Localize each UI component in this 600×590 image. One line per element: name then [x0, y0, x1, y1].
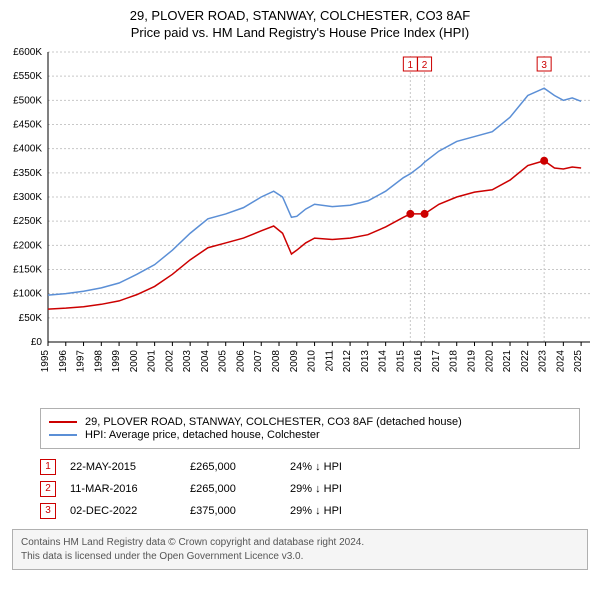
legend: 29, PLOVER ROAD, STANWAY, COLCHESTER, CO…: [40, 408, 580, 449]
svg-text:2024: 2024: [555, 350, 566, 373]
svg-text:2017: 2017: [431, 350, 442, 373]
svg-text:2002: 2002: [164, 350, 175, 373]
svg-text:2000: 2000: [129, 350, 140, 373]
svg-text:2008: 2008: [271, 350, 282, 373]
event-row: 2 11-MAR-2016£265,00029% ↓ HPI: [40, 481, 580, 497]
svg-text:£550K: £550K: [13, 71, 42, 82]
legend-label: HPI: Average price, detached house, Colc…: [85, 429, 320, 441]
event-date: 11-MAR-2016: [70, 483, 190, 495]
svg-text:2022: 2022: [520, 350, 531, 373]
svg-text:2009: 2009: [289, 350, 300, 373]
svg-text:1998: 1998: [93, 350, 104, 373]
svg-text:2014: 2014: [378, 350, 389, 373]
svg-text:1997: 1997: [76, 350, 87, 373]
svg-text:2015: 2015: [395, 350, 406, 373]
title-address: 29, PLOVER ROAD, STANWAY, COLCHESTER, CO…: [0, 8, 600, 23]
legend-swatch: [49, 421, 77, 423]
svg-text:£400K: £400K: [13, 144, 42, 155]
svg-text:2023: 2023: [538, 350, 549, 373]
event-price: £265,000: [190, 483, 290, 495]
svg-text:£450K: £450K: [13, 120, 42, 131]
event-row: 1 22-MAY-2015£265,00024% ↓ HPI: [40, 459, 580, 475]
svg-text:£500K: £500K: [13, 95, 42, 106]
title-subtitle: Price paid vs. HM Land Registry's House …: [0, 25, 600, 40]
title-block: 29, PLOVER ROAD, STANWAY, COLCHESTER, CO…: [0, 0, 600, 42]
svg-text:£200K: £200K: [13, 240, 42, 251]
svg-text:2003: 2003: [182, 350, 193, 373]
svg-text:2020: 2020: [484, 350, 495, 373]
svg-text:£0: £0: [31, 337, 43, 348]
svg-text:1996: 1996: [58, 350, 69, 373]
svg-text:2: 2: [422, 60, 428, 71]
container: 29, PLOVER ROAD, STANWAY, COLCHESTER, CO…: [0, 0, 600, 570]
event-badge: 1: [40, 459, 56, 475]
svg-text:1999: 1999: [111, 350, 122, 373]
footer-line2: This data is licensed under the Open Gov…: [21, 550, 579, 564]
event-diff: 29% ↓ HPI: [290, 505, 410, 517]
svg-text:2019: 2019: [466, 350, 477, 373]
svg-text:2013: 2013: [360, 350, 371, 373]
svg-text:3: 3: [541, 60, 547, 71]
events-table: 1 22-MAY-2015£265,00024% ↓ HPI 2 11-MAR-201…: [40, 459, 580, 519]
svg-text:1995: 1995: [40, 350, 51, 373]
legend-label: 29, PLOVER ROAD, STANWAY, COLCHESTER, CO…: [85, 416, 462, 428]
svg-text:£100K: £100K: [13, 289, 42, 300]
event-diff: 29% ↓ HPI: [290, 483, 410, 495]
svg-text:2006: 2006: [235, 350, 246, 373]
svg-text:£350K: £350K: [13, 168, 42, 179]
svg-text:2004: 2004: [200, 350, 211, 373]
event-badge: 3: [40, 503, 56, 519]
svg-text:1: 1: [408, 60, 414, 71]
event-row: 3 02-DEC-2022£375,00029% ↓ HPI: [40, 503, 580, 519]
svg-text:2005: 2005: [218, 350, 229, 373]
svg-text:2010: 2010: [307, 350, 318, 373]
legend-swatch: [49, 434, 77, 436]
footer-line1: Contains HM Land Registry data © Crown c…: [21, 536, 579, 550]
svg-text:2011: 2011: [324, 350, 335, 372]
event-badge: 2: [40, 481, 56, 497]
svg-text:£150K: £150K: [13, 265, 42, 276]
svg-text:2012: 2012: [342, 350, 353, 373]
svg-text:2018: 2018: [449, 350, 460, 373]
chart: £0 £50K £100K £150K £200K £250K £300K £350K £400…: [0, 42, 600, 402]
event-price: £375,000: [190, 505, 290, 517]
svg-text:2001: 2001: [147, 350, 158, 373]
svg-text:2021: 2021: [502, 350, 513, 373]
legend-item: HPI: Average price, detached house, Colc…: [49, 429, 571, 441]
chart-svg: £0 £50K £100K £150K £200K £250K £300K £350K £400…: [0, 42, 600, 402]
svg-text:2007: 2007: [253, 350, 264, 373]
svg-text:£250K: £250K: [13, 216, 42, 227]
svg-text:2016: 2016: [413, 350, 424, 373]
event-date: 02-DEC-2022: [70, 505, 190, 517]
event-price: £265,000: [190, 461, 290, 473]
legend-item: 29, PLOVER ROAD, STANWAY, COLCHESTER, CO…: [49, 416, 571, 428]
svg-text:£300K: £300K: [13, 192, 42, 203]
svg-text:2025: 2025: [573, 350, 584, 373]
svg-text:£600K: £600K: [13, 47, 42, 58]
footer: Contains HM Land Registry data © Crown c…: [12, 529, 588, 570]
event-diff: 24% ↓ HPI: [290, 461, 410, 473]
svg-text:£50K: £50K: [19, 313, 43, 324]
event-date: 22-MAY-2015: [70, 461, 190, 473]
